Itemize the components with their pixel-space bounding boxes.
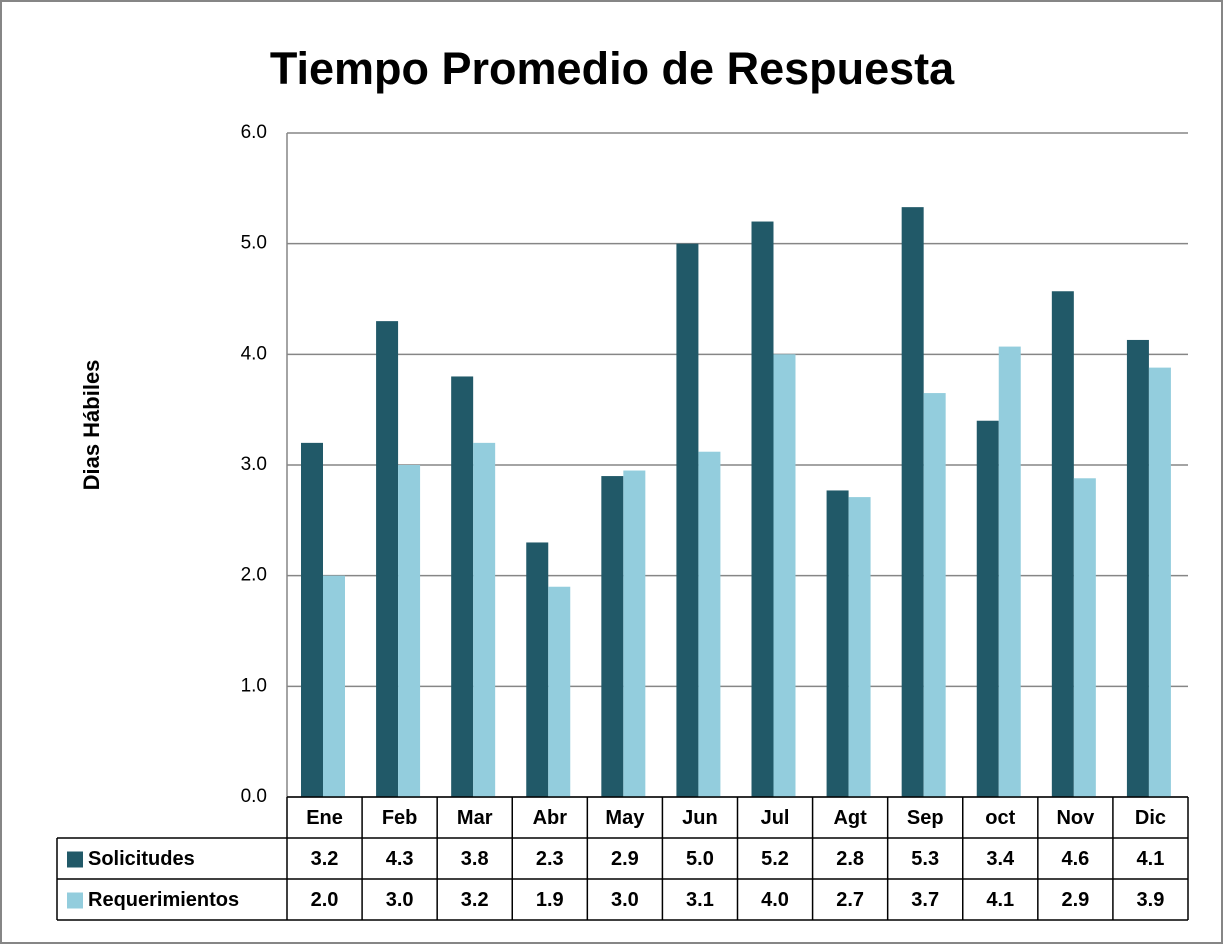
x-tick-label: Feb	[382, 807, 418, 829]
y-tick-label: 5.0	[241, 233, 267, 254]
y-tick-label: 6.0	[241, 122, 267, 143]
data-label: 2.0	[311, 889, 339, 911]
bar	[751, 221, 774, 798]
legend-label: Solicitudes	[88, 848, 195, 870]
data-label: 5.3	[911, 848, 939, 870]
data-label: 4.1	[1137, 848, 1165, 870]
bar	[826, 490, 849, 797]
x-tick-label: May	[605, 807, 645, 829]
bar	[998, 346, 1021, 797]
data-label: 3.8	[461, 848, 489, 870]
legend-label: Requerimientos	[88, 889, 239, 911]
bar	[398, 465, 421, 797]
data-label: 3.0	[611, 889, 639, 911]
legend-key	[67, 851, 83, 868]
bar	[698, 451, 721, 797]
bar	[323, 575, 345, 797]
chart-title: Tiempo Promedio de Respuesta	[270, 43, 955, 94]
bar	[976, 420, 999, 797]
y-axis-title: Dias Hábiles	[79, 360, 104, 491]
x-tick-label: Dic	[1135, 807, 1166, 829]
x-tick-label: Agt	[833, 807, 867, 829]
bar	[376, 321, 399, 797]
x-tick-label: Jul	[761, 807, 790, 829]
data-label: 3.4	[986, 848, 1015, 870]
y-tick-label: 3.0	[241, 454, 267, 475]
x-tick-label: Mar	[457, 807, 493, 829]
data-label: 3.9	[1137, 889, 1165, 911]
bar	[601, 476, 624, 797]
data-label: 3.7	[911, 889, 939, 911]
bar	[1148, 367, 1171, 797]
bar	[548, 586, 571, 797]
y-tick-label: 4.0	[241, 343, 267, 364]
data-label: 2.9	[611, 848, 639, 870]
data-label: 5.0	[686, 848, 714, 870]
data-label: 3.1	[686, 889, 714, 911]
data-label: 4.6	[1061, 848, 1089, 870]
data-label: 4.1	[986, 889, 1014, 911]
data-label: 2.9	[1061, 889, 1089, 911]
bar	[451, 376, 474, 797]
bar	[1051, 291, 1074, 797]
y-tick-label: 1.0	[241, 675, 267, 696]
x-tick-label: Ene	[306, 807, 343, 829]
y-tick-label: 2.0	[241, 565, 267, 586]
x-tick-label: Sep	[907, 807, 944, 829]
bar	[1073, 478, 1096, 797]
bar	[1126, 339, 1149, 797]
bar	[923, 393, 946, 797]
bar	[773, 354, 796, 797]
bar	[526, 542, 549, 797]
data-label: 4.3	[386, 848, 414, 870]
data-label: 4.0	[761, 889, 789, 911]
data-label: 5.2	[761, 848, 789, 870]
bar	[301, 442, 323, 797]
x-tick-label: Abr	[533, 807, 568, 829]
data-label: 3.2	[461, 889, 489, 911]
data-label: 3.0	[386, 889, 414, 911]
legend-key	[67, 892, 83, 909]
bar	[901, 207, 924, 797]
bar	[676, 243, 699, 797]
y-tick-label: 0.0	[241, 786, 267, 807]
data-label: 2.8	[836, 848, 864, 870]
data-label: 3.2	[311, 848, 339, 870]
x-tick-label: oct	[985, 807, 1015, 829]
data-label: 2.7	[836, 889, 864, 911]
x-tick-label: Jun	[682, 807, 718, 829]
data-label: 1.9	[536, 889, 564, 911]
bar	[623, 470, 646, 797]
bar	[848, 497, 871, 797]
data-label: 2.3	[536, 848, 564, 870]
bar	[473, 442, 496, 797]
x-tick-label: Nov	[1056, 807, 1095, 829]
